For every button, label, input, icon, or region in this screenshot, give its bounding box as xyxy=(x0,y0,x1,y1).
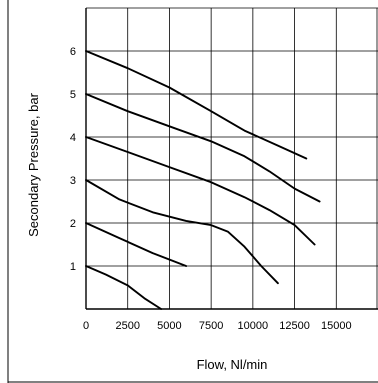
y-axis-label: Secondary Pressure, bar xyxy=(26,92,41,236)
series-line-6 xyxy=(85,50,308,160)
x-tick-label: 2500 xyxy=(115,320,139,332)
series-line-2 xyxy=(85,222,188,267)
series-line-1 xyxy=(85,265,163,310)
y-tick-label: 3 xyxy=(70,175,76,187)
x-tick-label: 5000 xyxy=(157,320,181,332)
grid xyxy=(86,7,378,309)
x-tick-label: 10000 xyxy=(238,320,269,332)
x-tick-label: 12500 xyxy=(279,320,310,332)
series-curves xyxy=(85,50,321,310)
chart-frame xyxy=(7,0,378,383)
y-tick-label: 6 xyxy=(70,46,76,58)
y-tick-label: 1 xyxy=(70,261,76,273)
x-tick-label: 0 xyxy=(83,320,89,332)
y-tick-labels: 1 2 3 4 5 6 xyxy=(70,46,76,273)
y-tick-label: 2 xyxy=(70,218,76,230)
x-tick-label: 15000 xyxy=(321,320,352,332)
series-line-3 xyxy=(85,179,279,285)
y-tick-label: 5 xyxy=(70,89,76,101)
series-line-5 xyxy=(85,93,321,203)
series-line-4 xyxy=(85,136,316,246)
x-tick-label: 7500 xyxy=(199,320,223,332)
x-tick-labels: 0 2500 5000 7500 10000 12500 15000 xyxy=(83,320,352,332)
x-axis-label: Flow, Nl/min xyxy=(197,357,268,372)
y-tick-label: 4 xyxy=(70,132,76,144)
